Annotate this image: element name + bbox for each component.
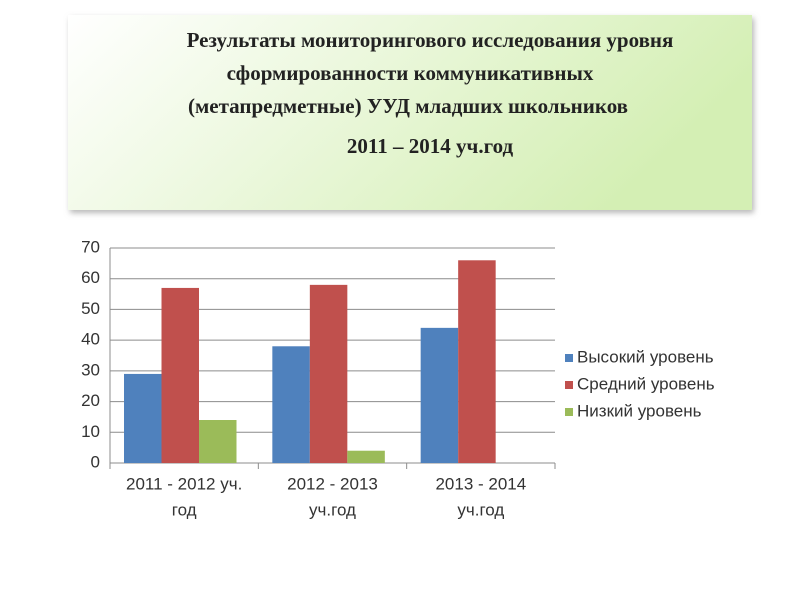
bar (309, 284, 348, 463)
legend-swatch (565, 354, 573, 362)
title-line: Результаты мониторингового исследования … (187, 28, 674, 52)
title-line: сформированности коммуникативных (227, 61, 594, 85)
bar (199, 420, 237, 463)
y-tick-label: 30 (81, 360, 100, 379)
legend-swatch (565, 381, 573, 389)
legend-label: Высокий уровень (577, 347, 714, 366)
bar (161, 287, 199, 463)
bar (124, 373, 162, 463)
y-tick-label: 40 (81, 330, 100, 349)
legend-label: Средний уровень (577, 374, 715, 393)
bar (420, 327, 459, 463)
bar (272, 346, 310, 463)
x-tick-label: 2011 - 2012 уч. (126, 474, 242, 493)
x-tick-label: 2013 - 2014 (435, 474, 526, 493)
x-tick-label: год (172, 500, 197, 519)
title-line: (метапредметные) УУД младших школьников (188, 94, 628, 118)
bar (458, 260, 496, 463)
y-tick-label: 50 (81, 299, 100, 318)
title-box (68, 15, 752, 210)
x-tick-label: уч.год (457, 500, 504, 519)
x-tick-label: уч.год (309, 500, 356, 519)
y-tick-label: 0 (91, 452, 100, 471)
y-tick-label: 60 (81, 268, 100, 287)
bar (347, 450, 385, 463)
y-tick-label: 20 (81, 391, 100, 410)
x-tick-label: 2012 - 2013 (287, 474, 378, 493)
legend-swatch (565, 408, 573, 416)
legend-label: Низкий уровень (577, 401, 702, 420)
title-line: 2011 – 2014 уч.год (347, 134, 514, 158)
y-tick-label: 70 (81, 237, 100, 256)
y-tick-label: 10 (81, 422, 100, 441)
